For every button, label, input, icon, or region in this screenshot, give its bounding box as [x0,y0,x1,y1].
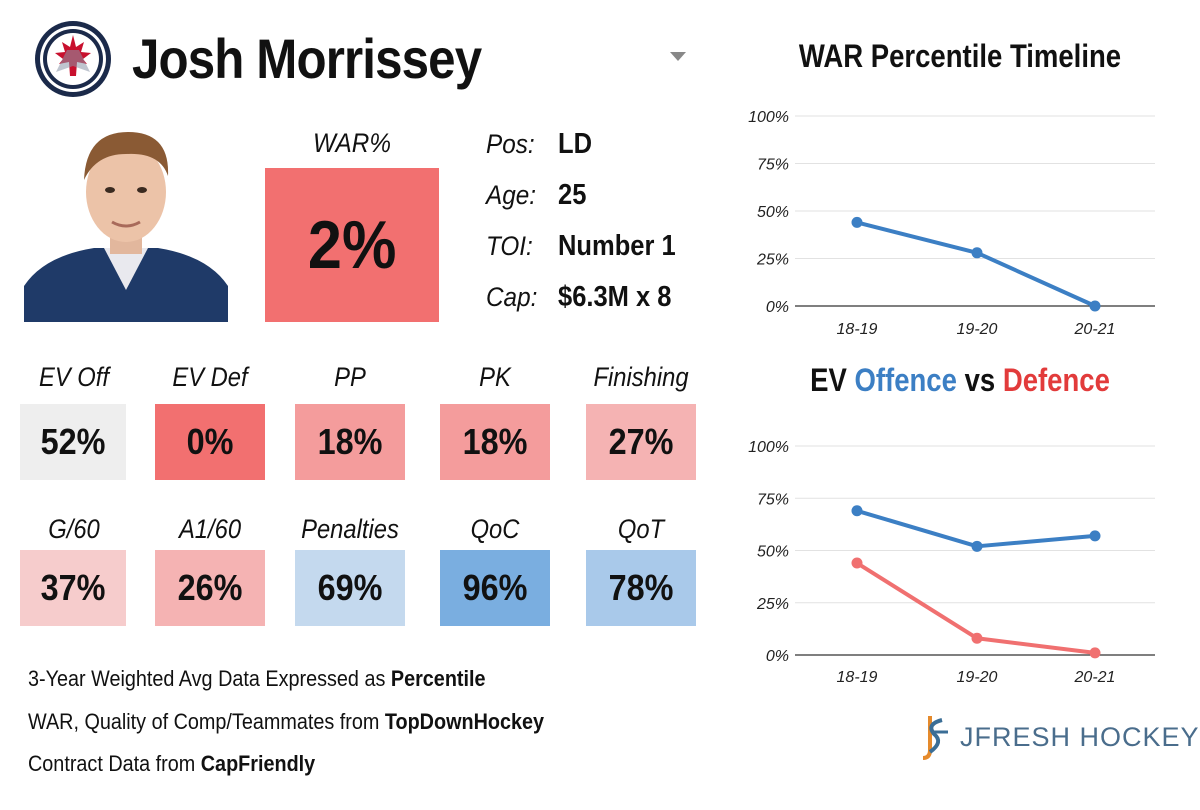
data-point [1089,300,1101,312]
x-tick-label: 19-20 [957,321,998,338]
stat-box-a160: 26% [155,550,265,626]
info-row-age: Age: 25 [486,175,590,215]
x-tick-label: 18-19 [837,321,878,338]
footer-line-1: 3-Year Weighted Avg Data Expressed as Pe… [28,666,486,691]
chart-title-war-timeline: WAR Percentile Timeline [798,38,1122,74]
data-point [971,632,983,644]
stat-label-penalties: Penalties [301,514,399,544]
stat-value: 96% [462,567,528,608]
caret-down-icon[interactable] [670,52,686,61]
winnipeg-jets-logo [35,21,111,97]
player-headshot [24,118,228,322]
footer-line-3: Contract Data from CapFriendly [28,751,316,776]
stat-label-pp: PP [334,362,366,392]
data-point [851,557,863,569]
stat-value: 69% [317,567,383,608]
stat-box-penalties: 69% [295,550,405,626]
stat-box-pk: 18% [440,404,550,480]
y-tick-label: 100% [748,109,789,126]
stat-box-finishing: 27% [586,404,696,480]
y-tick-label: 0% [766,648,789,665]
data-point [971,540,983,552]
brand-name: JFRESH HOCKEY [960,721,1200,752]
info-value: Number 1 [558,229,676,262]
chart-title-ev-off-def: EV Offence vs Defence [771,362,1149,399]
stat-box-ev-def: 0% [155,404,265,480]
x-tick-label: 20-21 [1074,669,1116,686]
stat-value: 26% [177,567,243,608]
y-tick-label: 25% [756,596,789,613]
stat-value: 18% [462,421,528,462]
data-point [1089,647,1101,659]
stat-label-ev-def: EV Def [172,362,248,392]
y-tick-label: 50% [757,544,789,561]
title-part: vs [956,362,1003,398]
data-point [1089,530,1101,542]
title-part-offence: Offence [854,362,957,398]
stat-label-finishing: Finishing [593,362,689,392]
brand: JFRESH HOCKEY [920,712,1200,762]
series-line-0 [856,220,1096,308]
stat-label-qot: QoT [617,514,665,544]
stat-label-pk: PK [479,362,511,392]
war-label: WAR% [313,128,391,158]
jfresh-logo-icon [922,716,948,760]
player-name: Josh Morrissey [132,27,482,90]
data-point [851,505,863,517]
title-part: EV [810,362,855,398]
x-tick-label: 20-21 [1074,321,1116,338]
stat-value: 18% [317,421,383,462]
x-tick-label: 18-19 [837,669,878,686]
info-value: $6.3M x 8 [558,280,672,313]
y-tick-label: 25% [756,252,789,269]
stat-label-a160: A1/60 [178,514,242,544]
info-label: TOI: [486,230,533,261]
stat-value: 52% [40,421,106,462]
stat-value: 78% [608,567,674,608]
stat-box-pp: 18% [295,404,405,480]
stat-value: 0% [186,421,234,462]
info-value: 25 [558,178,587,211]
war-timeline-chart: 0% 25% 50% 75% 100% 18-19 19-20 20-21 [748,109,1155,338]
stat-box-qot: 78% [586,550,696,626]
x-tick-label: 19-20 [957,669,998,686]
stat-box-ev-off: 52% [20,404,126,480]
info-label: Age: [486,179,536,210]
footer-line-2: WAR, Quality of Comp/Teammates from TopD… [28,709,545,734]
war-box: 2% [265,168,439,322]
y-tick-label: 100% [748,439,789,456]
y-tick-label: 75% [757,157,789,174]
ev-offence-defence-chart: 0% 25% 50% 75% 100% 18-19 19-20 20-21 [748,439,1155,686]
info-row-toi: TOI: Number 1 [486,226,692,266]
stat-value: 37% [40,567,106,608]
info-row-pos: Pos: LD [486,124,597,164]
info-value: LD [558,127,593,160]
info-row-cap: Cap: $6.3M x 8 [486,277,687,317]
stat-label-qoc: QoC [470,514,520,544]
title-part-defence: Defence [1002,362,1110,398]
stat-box-qoc: 96% [440,550,550,626]
y-tick-label: 0% [766,299,789,316]
info-label: Pos: [486,128,535,159]
data-point [971,247,983,259]
y-tick-label: 50% [757,204,789,221]
war-value: 2% [307,207,397,283]
stat-label-ev-off: EV Off [39,362,109,392]
info-label: Cap: [486,281,538,312]
y-tick-label: 75% [757,491,789,508]
stat-value: 27% [608,421,674,462]
stat-box-g60: 37% [20,550,126,626]
data-point [851,216,863,228]
stat-label-g60: G/60 [48,514,100,544]
